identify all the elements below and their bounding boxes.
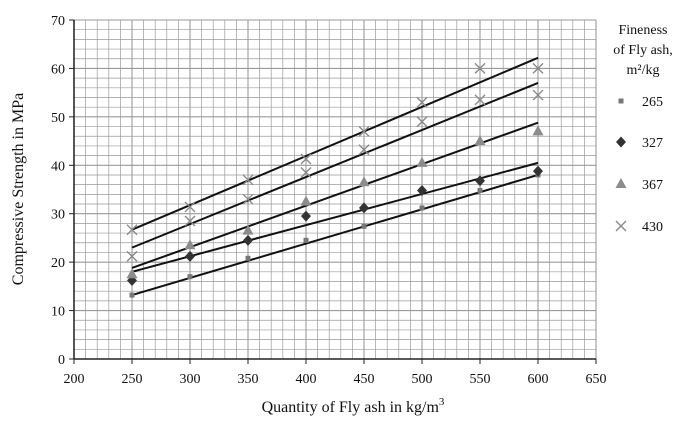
legend-title-line-3: m²/kg bbox=[627, 63, 660, 78]
x-marker-stroke bbox=[358, 125, 370, 137]
point-327 bbox=[185, 250, 195, 262]
x-marker-stroke bbox=[416, 116, 428, 128]
x-marker-stroke bbox=[474, 94, 486, 106]
trend-line-430 bbox=[131, 56, 539, 231]
legend-label-367: 367 bbox=[642, 178, 663, 193]
point-430 bbox=[474, 94, 486, 106]
y-tick-label: 60 bbox=[51, 62, 65, 77]
point-430 bbox=[358, 125, 370, 137]
point-430 bbox=[358, 144, 370, 156]
point-265 bbox=[477, 187, 483, 193]
x-tick-label: 200 bbox=[64, 372, 85, 387]
trend-line-367 bbox=[131, 121, 539, 269]
trend-line-430 bbox=[131, 82, 539, 249]
x-marker-stroke bbox=[300, 153, 312, 165]
legend-title-line-2: of Fly ash, bbox=[613, 43, 673, 58]
point-367 bbox=[126, 268, 138, 279]
x-marker-stroke bbox=[184, 215, 196, 227]
point-265 bbox=[419, 205, 425, 211]
point-430 bbox=[184, 201, 196, 213]
x-marker-stroke bbox=[126, 250, 138, 262]
point-430 bbox=[416, 116, 428, 128]
y-tick-label: 50 bbox=[51, 111, 65, 126]
data-points bbox=[126, 62, 544, 298]
y-axis-title: Compressive Strength in MPa bbox=[10, 93, 27, 285]
point-327 bbox=[533, 165, 543, 177]
point-430 bbox=[242, 193, 254, 205]
axes bbox=[73, 20, 596, 360]
point-327 bbox=[301, 210, 311, 222]
legend-marker-265 bbox=[618, 98, 624, 104]
point-430 bbox=[532, 62, 544, 74]
point-430 bbox=[126, 224, 138, 236]
x-tick-label: 300 bbox=[180, 372, 201, 387]
point-367 bbox=[300, 195, 312, 206]
point-430 bbox=[532, 89, 544, 101]
legend-title-line-1: Fineness bbox=[619, 23, 668, 38]
point-265 bbox=[129, 292, 135, 298]
point-430 bbox=[474, 62, 486, 74]
point-430 bbox=[184, 215, 196, 227]
y-tick-label: 70 bbox=[51, 14, 65, 29]
x-marker-stroke bbox=[300, 167, 312, 179]
point-327 bbox=[359, 202, 369, 214]
point-430 bbox=[242, 174, 254, 186]
x-marker-stroke bbox=[532, 89, 544, 101]
x-axis-title: Quantity of Fly ash in kg/m3 bbox=[262, 396, 445, 416]
point-430 bbox=[416, 96, 428, 108]
point-367 bbox=[184, 239, 196, 250]
point-367 bbox=[416, 156, 428, 167]
point-367 bbox=[358, 176, 370, 187]
x-marker-stroke bbox=[416, 96, 428, 108]
legend-marker-327 bbox=[616, 136, 626, 148]
y-tick-label: 10 bbox=[51, 305, 65, 320]
point-327 bbox=[417, 184, 427, 196]
point-265 bbox=[245, 255, 251, 261]
point-327 bbox=[243, 234, 253, 246]
x-marker-stroke bbox=[358, 144, 370, 156]
tick-labels: 200 250 300 350 400 450 500 550 600 650 0 10 20 30 40 5… bbox=[51, 14, 607, 387]
x-marker-stroke bbox=[242, 193, 254, 205]
x-tick-label: 550 bbox=[470, 372, 491, 387]
legend-label-430: 430 bbox=[642, 220, 663, 235]
trend-line-327 bbox=[131, 161, 539, 273]
point-367 bbox=[474, 135, 486, 146]
legend-marker-367 bbox=[615, 178, 627, 188]
x-marker-stroke bbox=[184, 201, 196, 213]
x-tick-label: 650 bbox=[586, 372, 607, 387]
x-marker-stroke bbox=[242, 174, 254, 186]
point-265 bbox=[361, 223, 367, 229]
point-367 bbox=[532, 125, 544, 136]
point-430 bbox=[300, 153, 312, 165]
x-tick-label: 400 bbox=[296, 372, 317, 387]
y-tick-label: 40 bbox=[51, 159, 65, 174]
y-tick-label: 30 bbox=[51, 208, 65, 223]
point-430 bbox=[126, 250, 138, 262]
y-tick-label: 20 bbox=[51, 256, 65, 271]
x-tick-label: 450 bbox=[354, 372, 375, 387]
x-tick-label: 250 bbox=[122, 372, 143, 387]
legend-marker-430 bbox=[615, 220, 627, 232]
point-265 bbox=[187, 274, 193, 280]
x-tick-label: 350 bbox=[238, 372, 259, 387]
legend: Fineness of Fly ash, m²/kg 265 327 367 430 bbox=[613, 23, 673, 235]
x-marker-stroke bbox=[615, 220, 627, 232]
trend-lines bbox=[131, 56, 539, 297]
legend-label-327: 327 bbox=[642, 136, 663, 151]
x-tick-label: 500 bbox=[412, 372, 433, 387]
x-marker-stroke bbox=[474, 62, 486, 74]
point-367 bbox=[242, 224, 254, 235]
grid bbox=[73, 19, 597, 360]
x-marker-stroke bbox=[126, 224, 138, 236]
trend-line-265 bbox=[131, 174, 539, 297]
x-tick-label: 600 bbox=[528, 372, 549, 387]
point-265 bbox=[303, 237, 309, 243]
x-marker-stroke bbox=[532, 62, 544, 74]
point-430 bbox=[300, 167, 312, 179]
y-tick-label: 0 bbox=[58, 353, 65, 368]
point-327 bbox=[475, 175, 485, 187]
legend-label-265: 265 bbox=[642, 95, 663, 110]
